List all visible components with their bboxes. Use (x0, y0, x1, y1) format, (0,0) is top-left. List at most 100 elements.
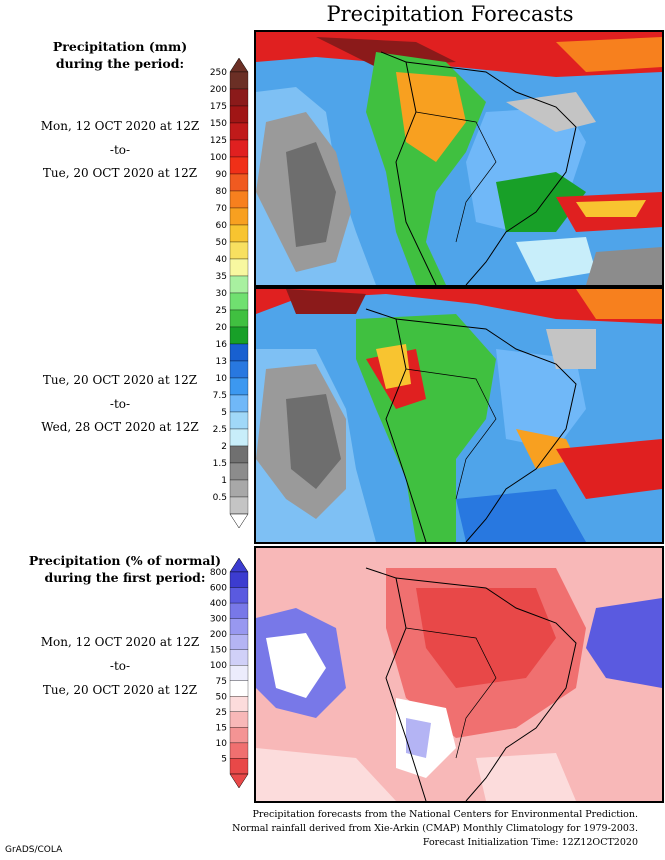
precip-tick-label: 0.5 (213, 493, 227, 503)
panel3-heading-line1: Precipitation (% of normal) (28, 553, 222, 568)
precip-segment (229, 377, 249, 396)
precip-segment (229, 207, 249, 226)
panel2-period-end: Wed, 28 OCT 2020 at 12Z (41, 420, 199, 434)
panel3-heading-line2: during the first period: (44, 570, 206, 585)
pct-segment (229, 618, 249, 635)
precip-tick-label: 125 (210, 136, 227, 146)
precip-tick-label: 13 (216, 357, 227, 367)
panel3-period-end: Tue, 20 OCT 2020 at 12Z (42, 683, 198, 697)
pct-segment (229, 587, 249, 604)
precip-segment (229, 496, 249, 515)
panel1-period-sep: -to- (109, 143, 131, 157)
precip-tick-label: 1 (221, 476, 227, 486)
panel3-period-sep: -to- (109, 659, 131, 673)
precip-tick-label: 2.5 (213, 425, 227, 435)
pct-segment (229, 680, 249, 697)
precip-segment (229, 445, 249, 464)
precip-segment (229, 411, 249, 430)
map-panel-2 (254, 287, 664, 544)
precip-tick-label: 100 (210, 153, 227, 163)
pct-tick-label: 300 (210, 615, 227, 625)
precip-segment (229, 343, 249, 362)
footnote: Precipitation forecasts from the Nationa… (232, 808, 638, 850)
panel1-heading: Precipitation (mm) during the period: (20, 38, 220, 72)
panel2-period-sep: -to- (109, 397, 131, 411)
precip-segment (229, 241, 249, 260)
pct-tick-label: 25 (216, 708, 227, 718)
precip-tick-label: 25 (216, 306, 227, 316)
precip-tick-label: 200 (210, 85, 227, 95)
precip-segment (229, 462, 249, 481)
precip-tick-label: 10 (216, 374, 228, 384)
precip-map-2 (256, 289, 662, 542)
precip-segment (229, 71, 249, 90)
precip-segment (229, 258, 249, 277)
precip-cap-bottom (229, 513, 249, 529)
precip-tick-label: 2 (221, 442, 227, 452)
pct-tick-label: 150 (210, 646, 227, 656)
precip-tick-label: 35 (216, 272, 227, 282)
precip-segment (229, 122, 249, 141)
panel2-period-start: Tue, 20 OCT 2020 at 12Z (42, 373, 198, 387)
precip-tick-label: 50 (216, 238, 228, 248)
precip-tick-label: 16 (216, 340, 228, 350)
footnote-line1: Precipitation forecasts from the Nationa… (252, 809, 639, 820)
pct-tick-label: 600 (210, 584, 227, 594)
precip-segment (229, 292, 249, 311)
pct-segment (229, 665, 249, 681)
precip-tick-label: 40 (216, 255, 228, 265)
pct-tick-label: 5 (221, 754, 227, 764)
precip-colorbar-graphic: 2502001751501251009080706050403530252016… (210, 57, 249, 529)
pct-tick-label: 100 (210, 661, 227, 671)
precip-segment (229, 326, 249, 345)
precip-tick-label: 80 (216, 187, 228, 197)
pct-tick-label: 10 (216, 739, 228, 749)
pct-segment (229, 742, 249, 759)
precip-cap-top (229, 57, 249, 73)
pct-tick-label: 75 (216, 677, 227, 687)
panel1-heading-line1: Precipitation (mm) (52, 39, 188, 54)
map-panel-1 (254, 30, 664, 287)
pct-segment (229, 711, 249, 728)
precip-segment (229, 360, 249, 379)
precip-tick-label: 20 (216, 323, 228, 333)
precip-tick-label: 30 (216, 289, 228, 299)
precip-tick-label: 70 (216, 204, 228, 214)
precip-segment (229, 190, 249, 209)
precip-tick-label: 175 (210, 102, 227, 112)
precip-tick-label: 5 (221, 408, 227, 418)
panel3-period-start: Mon, 12 OCT 2020 at 12Z (40, 635, 200, 649)
panel1-period-end: Tue, 20 OCT 2020 at 12Z (42, 166, 198, 180)
pct-tick-label: 15 (216, 723, 227, 733)
precip-segment (229, 479, 249, 498)
pct-cap-bottom (229, 773, 249, 789)
map-panel-3 (254, 546, 664, 803)
pct-segment (229, 634, 249, 650)
precip-tick-label: 1.5 (213, 459, 227, 469)
precip-segment (229, 139, 249, 158)
precip-map-1 (256, 32, 662, 285)
precip-segment (229, 394, 249, 413)
pct-tick-label: 200 (210, 630, 227, 640)
panel3-heading: Precipitation (% of normal) during the f… (10, 552, 240, 586)
precip-segment (229, 173, 249, 192)
precip-tick-label: 90 (216, 170, 228, 180)
pct-cap-top (229, 557, 249, 573)
panel1-heading-line2: during the period: (55, 56, 185, 71)
precip-colorbar: 250 200 175 150 125 100 90 80 70 60 50 40 35 30 25 20 16… (196, 57, 252, 529)
pct-segment (229, 649, 249, 666)
precip-tick-label: 150 (210, 119, 227, 129)
pct-tick-label: 800 (210, 568, 227, 578)
precip-segment (229, 309, 249, 328)
pct-colorbar: 800 600 400 300 200 150 100 75 50 25 15 10 5 (196, 557, 252, 789)
precip-segment (229, 224, 249, 243)
panel1-period-start: Mon, 12 OCT 2020 at 12Z (40, 119, 200, 133)
page-title: Precipitation Forecasts (326, 2, 574, 26)
footnote-line3: Forecast Initialization Time: 12Z12OCT20… (422, 837, 638, 848)
pct-segment (229, 727, 249, 744)
pct-segment (229, 571, 249, 588)
precip-segment (229, 105, 249, 124)
precip-segment (229, 428, 249, 447)
precip-segment (229, 156, 249, 175)
pct-segment (229, 602, 249, 619)
